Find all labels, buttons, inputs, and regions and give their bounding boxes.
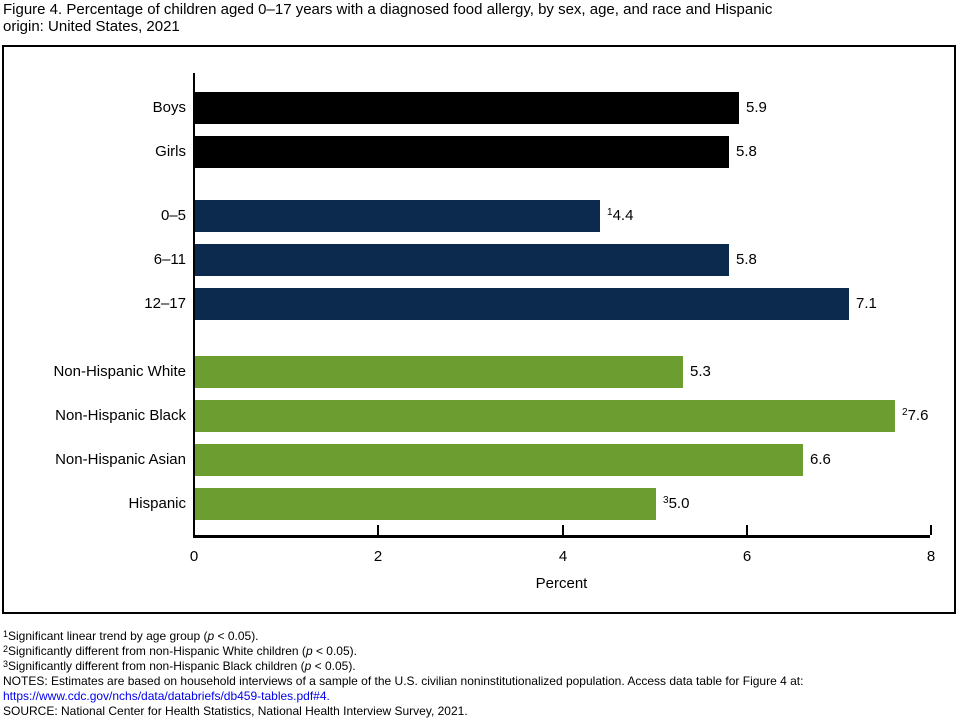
x-axis-tick bbox=[930, 525, 932, 535]
bar-non-hispanic-asian bbox=[195, 444, 803, 476]
significance-superscript: 3 bbox=[663, 495, 669, 506]
significance-superscript: 1 bbox=[607, 207, 613, 218]
bar-girls bbox=[195, 136, 729, 168]
chart-area: Boys 5.9 Girls 5.8 0–5 14.4 6–11 5.8 12–17 7.1 Non… bbox=[2, 45, 956, 614]
p-value-symbol: p bbox=[305, 644, 313, 658]
category-label-non-hispanic-asian: Non-Hispanic Asian bbox=[55, 451, 186, 468]
value-label-hispanic: 35.0 bbox=[663, 495, 690, 512]
x-axis-tick bbox=[193, 525, 195, 535]
footnotes: 1Significant linear trend by age group (… bbox=[3, 629, 803, 719]
x-axis-baseline bbox=[193, 535, 930, 538]
x-axis-title: Percent bbox=[535, 575, 588, 592]
value-label-girls: 5.8 bbox=[736, 143, 757, 160]
footnote-list: 1Significant linear trend by age group (… bbox=[3, 629, 803, 674]
footnote-superscript: 2 bbox=[3, 644, 9, 654]
footnote-superscript: 1 bbox=[3, 629, 9, 639]
significance-superscript: 2 bbox=[902, 407, 908, 418]
figure-title-line2: origin: United States, 2021 bbox=[3, 17, 180, 35]
category-label-6-11: 6–11 bbox=[153, 251, 186, 268]
category-label-non-hispanic-black: Non-Hispanic Black bbox=[55, 407, 186, 424]
category-label-boys: Boys bbox=[152, 99, 186, 116]
footnote-superscript: 3 bbox=[3, 659, 9, 669]
value-label-0-5: 14.4 bbox=[607, 207, 634, 224]
x-axis-tick-label: 4 bbox=[558, 548, 568, 565]
notes-line: NOTES: Estimates are based on household … bbox=[3, 674, 804, 688]
bar-hispanic bbox=[195, 488, 656, 520]
figure-title-line1: Figure 4. Percentage of children aged 0–… bbox=[3, 1, 773, 18]
p-value-symbol: p bbox=[207, 629, 215, 643]
value-label-12-17: 7.1 bbox=[856, 295, 877, 312]
value-label-non-hispanic-asian: 6.6 bbox=[810, 451, 831, 468]
x-axis-tick-label: 6 bbox=[742, 548, 752, 565]
data-table-link[interactable]: https://www.cdc.gov/nchs/data/databriefs… bbox=[3, 689, 330, 703]
bar-12-17 bbox=[195, 288, 849, 320]
category-label-12-17: 12–17 bbox=[144, 295, 186, 312]
category-label-hispanic: Hispanic bbox=[128, 495, 186, 512]
source-line: SOURCE: National Center for Health Stati… bbox=[3, 704, 468, 718]
x-axis-tick-label: 8 bbox=[926, 548, 936, 565]
x-axis-tick bbox=[377, 525, 379, 535]
value-label-non-hispanic-white: 5.3 bbox=[690, 363, 711, 380]
category-label-0-5: 0–5 bbox=[160, 207, 186, 224]
x-axis-tick-label: 2 bbox=[373, 548, 383, 565]
value-label-6-11: 5.8 bbox=[736, 251, 757, 268]
category-label-girls: Girls bbox=[155, 143, 186, 160]
footnote-line: 1Significant linear trend by age group (… bbox=[3, 629, 259, 643]
p-value-symbol: p bbox=[304, 659, 312, 673]
bar-0-5 bbox=[195, 200, 600, 232]
y-axis-line bbox=[193, 73, 195, 538]
bar-non-hispanic-black bbox=[195, 400, 895, 432]
bar-non-hispanic-white bbox=[195, 356, 683, 388]
figure-title: Figure 4. Percentage of children aged 0–… bbox=[3, 1, 773, 35]
value-label-non-hispanic-black: 27.6 bbox=[902, 407, 929, 424]
category-label-non-hispanic-white: Non-Hispanic White bbox=[53, 363, 186, 380]
x-axis-tick-label: 0 bbox=[189, 548, 199, 565]
x-axis-tick bbox=[562, 525, 564, 535]
footnote-line: 3Significantly different from non-Hispan… bbox=[3, 659, 356, 673]
footnote-line: 2Significantly different from non-Hispan… bbox=[3, 644, 357, 658]
bar-6-11 bbox=[195, 244, 729, 276]
x-axis-tick bbox=[746, 525, 748, 535]
value-label-boys: 5.9 bbox=[746, 99, 767, 116]
bar-boys bbox=[195, 92, 739, 124]
